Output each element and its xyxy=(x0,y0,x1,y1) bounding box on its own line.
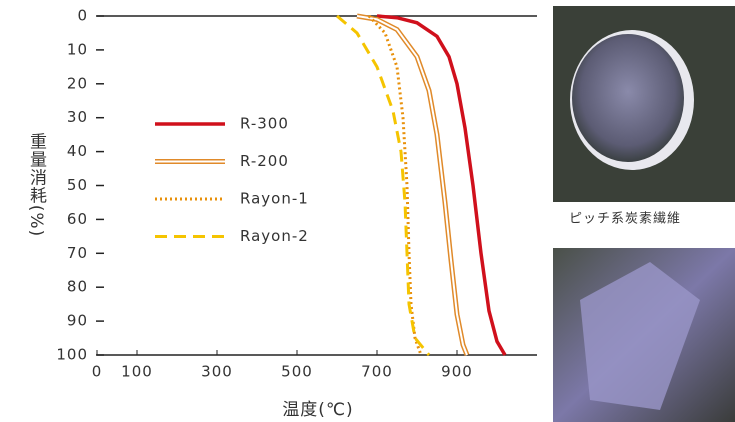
y-tick-label: 70 xyxy=(67,244,88,262)
y-tick-label: 0 xyxy=(77,7,88,25)
y-tick-label: 10 xyxy=(67,40,88,58)
y-tick-label: 60 xyxy=(67,210,88,228)
x-axis-label: 温度(℃) xyxy=(282,400,353,420)
y-tick-label: 50 xyxy=(67,176,88,194)
series-line xyxy=(337,16,429,355)
legend-label: R-300 xyxy=(240,115,289,133)
y-tick-label: 80 xyxy=(67,278,88,296)
y-tick-label: 20 xyxy=(67,74,88,92)
fiber-section xyxy=(572,34,684,162)
y-tick-label: 90 xyxy=(67,312,88,330)
x-tick-label: 100 xyxy=(121,363,153,381)
x-tick-label: 300 xyxy=(201,363,233,381)
x-tick-label: 500 xyxy=(281,363,313,381)
legend-label: R-200 xyxy=(240,152,289,170)
x-tick-label: 0 xyxy=(92,363,103,381)
x-tick-label: 700 xyxy=(361,363,393,381)
y-tick-label: 40 xyxy=(67,142,88,160)
y-tick-label: 100 xyxy=(56,346,88,364)
legend-label: Rayon-2 xyxy=(240,227,309,245)
y-axis-label: 重量消耗(%) xyxy=(26,133,47,237)
x-tick-label: 900 xyxy=(441,363,473,381)
legend-label: Rayon-1 xyxy=(240,190,309,208)
y-tick-label: 30 xyxy=(67,108,88,126)
image-caption: ピッチ系炭素繊維 xyxy=(569,211,681,227)
chart: ピッチ系炭素繊維 温度(℃) 重量消耗(%) 0 10 20 30 40 50 60 70 80… xyxy=(0,0,735,422)
